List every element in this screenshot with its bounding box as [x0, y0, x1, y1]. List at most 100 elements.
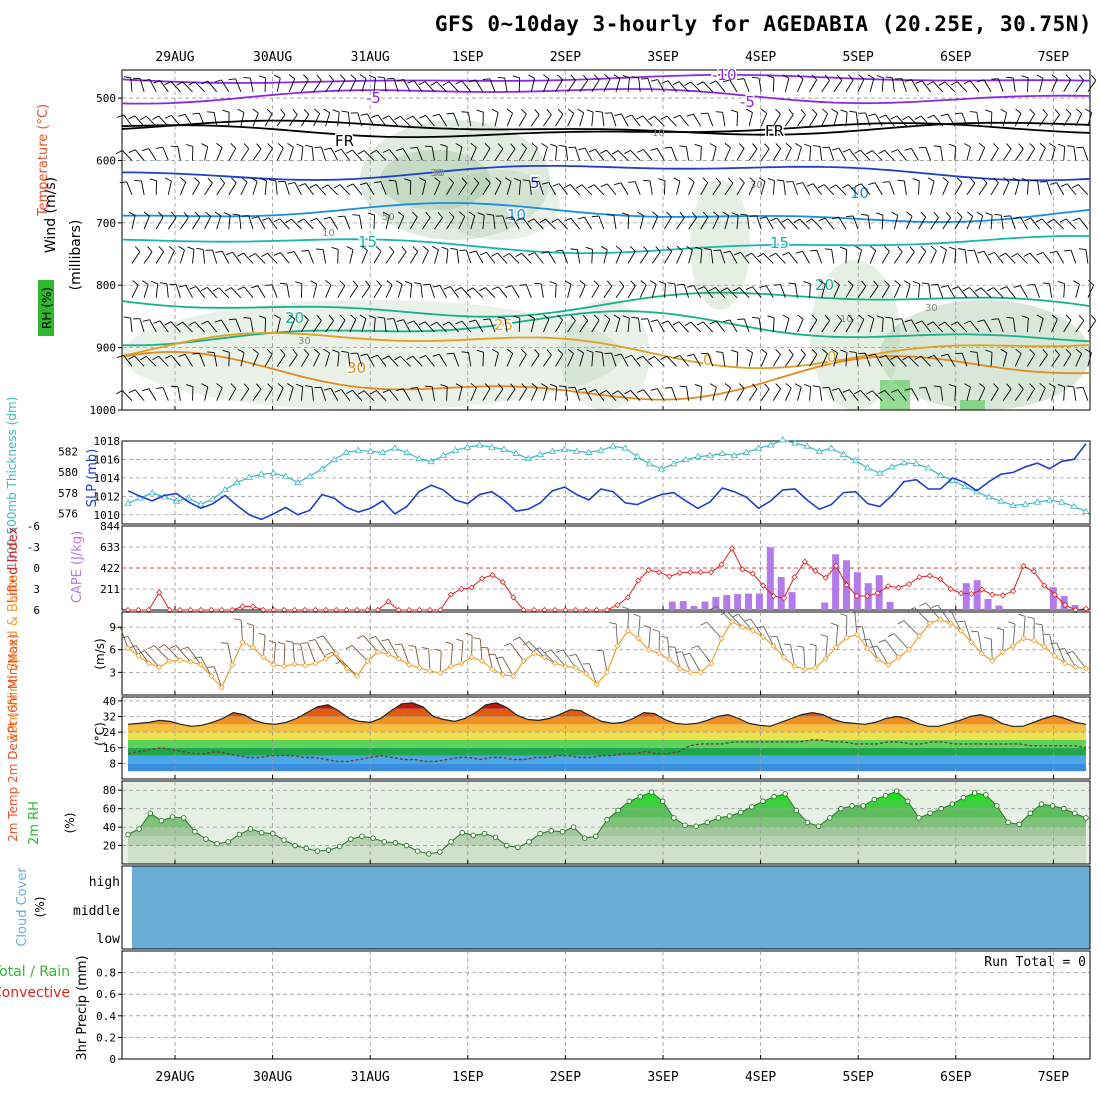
upper-wind-barb-flag: [788, 108, 794, 115]
rh2m-line-point: [1038, 801, 1045, 807]
thickness-line-point: [997, 497, 1005, 504]
li-line-point: [801, 558, 808, 565]
upper-wind-barb: [871, 390, 883, 401]
temp-band: [128, 755, 1086, 764]
wind10-line-point: [166, 657, 173, 665]
upper-wind-barb-flag: [178, 284, 187, 288]
upper-wind-barb-flag: [528, 74, 535, 79]
upper-wind-barb: [240, 112, 245, 127]
upper-wind-barb-flag: [455, 383, 463, 388]
thickness-line-point: [803, 442, 811, 449]
upper-wind-barb: [736, 148, 745, 161]
upper-wind-barb-flag: [770, 217, 778, 222]
upper-wind-barb-flag: [476, 109, 484, 113]
upper-wind-barb: [666, 115, 677, 127]
upper-wind-barb-flag: [811, 348, 818, 355]
upper-wind-barb: [1027, 354, 1036, 367]
upper-wind-barb: [434, 217, 443, 230]
upper-wind-barb-flag: [541, 250, 549, 254]
rh-shading: [880, 380, 910, 410]
upper-wind-barb-flag: [914, 115, 922, 120]
upper-wind-barb-flag: [661, 320, 669, 325]
upper-wind-barb: [1051, 386, 1056, 401]
upper-wind-barb: [567, 320, 576, 333]
upper-wind-barb-flag: [201, 143, 208, 148]
upper-wind-barb-flag: [650, 388, 658, 391]
upper-wind-barb-flag: [818, 280, 826, 285]
li-line-point: [239, 603, 246, 610]
upper-wind-barb: [461, 320, 472, 333]
rh2m-line-point: [893, 788, 900, 794]
upper-wind-barb-flag: [382, 211, 390, 216]
thickness-line-point: [900, 459, 908, 466]
upper-wind-barb-flag: [159, 282, 167, 285]
upper-wind-barb: [657, 319, 665, 333]
upper-wind-barb: [631, 354, 641, 367]
wind10-barb: [1049, 634, 1056, 656]
upper-wind-barb-flag: [648, 115, 655, 121]
wind10-line-point: [989, 657, 996, 665]
wind10-barb-flag: [931, 604, 939, 608]
wind10-barb: [322, 635, 337, 654]
upper-wind-barb-flag: [313, 348, 320, 355]
wind10-line-point: [124, 645, 132, 652]
upper-wind-barb: [1010, 215, 1016, 230]
upper-wind-barb: [131, 284, 139, 298]
upper-wind-barb-flag: [241, 177, 248, 183]
upper-wind-barb: [518, 148, 527, 161]
upper-wind-barb: [881, 215, 884, 230]
wind10-barb: [964, 621, 972, 643]
bottom-date-label: 3SEP: [647, 1070, 678, 1085]
upper-wind-barb: [1014, 388, 1024, 401]
upper-wind-barb: [221, 250, 230, 264]
upper-wind-barb-flag: [751, 76, 759, 79]
upper-wind-barb: [990, 182, 999, 196]
upper-wind-barb-flag: [1075, 108, 1082, 114]
wind10-line-point: [447, 663, 454, 670]
upper-wind-barb: [591, 79, 600, 93]
wind10-barb: [510, 643, 525, 662]
upper-wind-barb: [320, 146, 327, 161]
li-line-point: [624, 594, 631, 601]
wind10-barb-flag: [408, 645, 416, 647]
bottom-date-label: 30AUG: [253, 1070, 292, 1085]
wind10-line-point: [510, 673, 517, 680]
upper-wind-barb: [349, 249, 354, 264]
rh2m-line-point: [526, 839, 532, 845]
upper-wind-barb: [470, 215, 476, 230]
rh-band: [128, 836, 1086, 846]
upper-wind-barb: [651, 284, 657, 298]
cape-bar: [690, 606, 698, 610]
upper-wind-barb-flag: [437, 211, 443, 218]
upper-wind-barb: [707, 112, 714, 127]
isotherm-label: 20: [285, 309, 304, 327]
wind10-line-point: [478, 657, 486, 665]
wind10-line-point: [749, 627, 756, 634]
upper-wind-barb: [574, 147, 581, 161]
thickness-line-point: [427, 457, 435, 465]
upper-wind-barb: [679, 355, 689, 367]
upper-wind-barb-flag: [134, 180, 142, 182]
li-line-point: [1010, 588, 1017, 595]
upper-wind-barb: [784, 147, 792, 161]
upper-wind-barb: [838, 216, 847, 230]
upper-wind-barb-flag: [878, 390, 885, 395]
upper-wind-barb-flag: [540, 383, 548, 388]
upper-wind-barb: [760, 148, 770, 161]
upper-wind-barb-flag: [337, 215, 345, 218]
li-tick-label: 3: [33, 583, 40, 596]
upper-wind-barb-flag: [745, 252, 752, 257]
upper-wind-barb-flag: [1006, 76, 1014, 79]
upper-wind-barb-flag: [664, 146, 672, 149]
upper-wind-barb-flag: [636, 149, 644, 153]
upper-wind-barb: [540, 283, 544, 298]
thickness-line-point: [463, 443, 472, 450]
upper-wind-barb: [184, 354, 193, 367]
upper-wind-barb-flag: [156, 147, 164, 149]
upper-wind-barb: [213, 352, 218, 367]
upper-wind-barb: [993, 287, 1004, 299]
upper-wind-barb-flag: [295, 281, 303, 285]
upper-wind-barb: [802, 182, 810, 195]
upper-wind-barb-flag: [568, 108, 574, 114]
upper-wind-barb-flag: [323, 108, 330, 114]
